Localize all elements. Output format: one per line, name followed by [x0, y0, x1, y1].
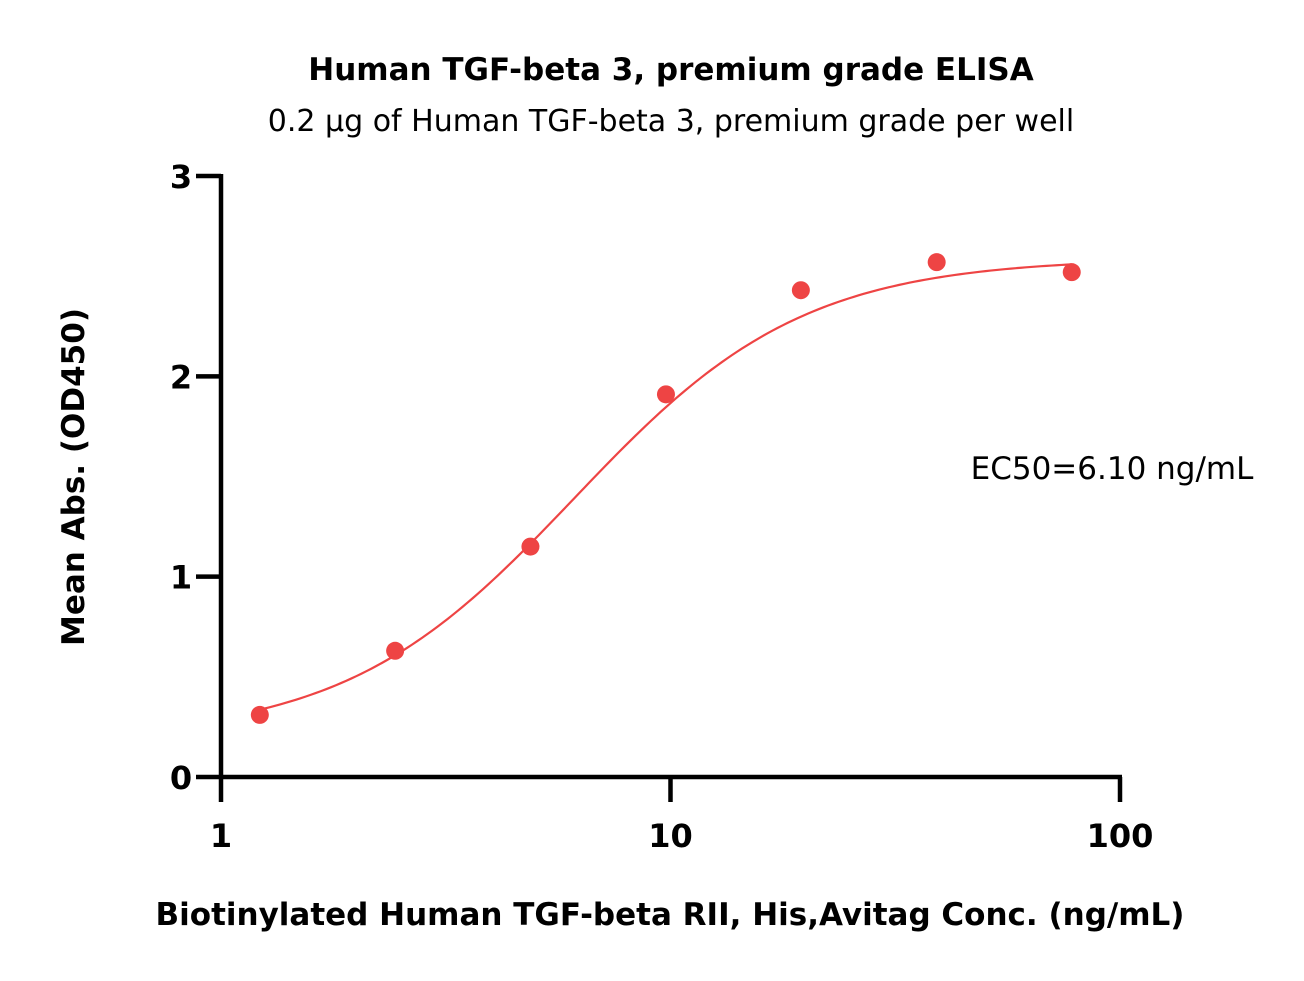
- y-tick-label: 1: [170, 559, 192, 597]
- y-tick-label: 0: [170, 759, 192, 797]
- data-point: [386, 641, 405, 660]
- data-point: [656, 385, 675, 404]
- data-point: [250, 705, 269, 724]
- chart-subtitle: 0.2 μg of Human TGF-beta 3, premium grad…: [268, 104, 1074, 139]
- chart-title: Human TGF-beta 3, premium grade ELISA: [308, 52, 1033, 88]
- x-tick-label: 1: [210, 817, 232, 855]
- data-point: [1062, 263, 1081, 282]
- ec50-annotation: EC50=6.10 ng/mL: [971, 451, 1254, 487]
- data-point: [521, 537, 540, 556]
- fit-curve: [259, 263, 1072, 711]
- x-axis-label: Biotinylated Human TGF-beta RII, His,Avi…: [156, 897, 1185, 933]
- y-tick-label: 3: [170, 158, 192, 196]
- x-tick-label: 10: [648, 817, 693, 855]
- y-tick-label: 2: [170, 358, 192, 396]
- x-tick-label: 100: [1087, 817, 1154, 855]
- data-point: [927, 253, 946, 272]
- data-point: [791, 281, 810, 300]
- y-axis-label: Mean Abs. (OD450): [56, 308, 92, 646]
